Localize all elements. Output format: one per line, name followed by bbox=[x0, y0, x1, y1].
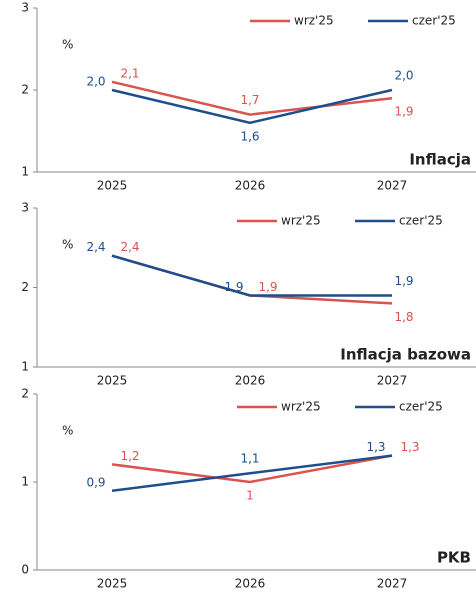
value-label: 1,3 bbox=[400, 440, 419, 454]
series-line bbox=[111, 88, 393, 125]
value-label: 1,9 bbox=[224, 280, 243, 294]
legend-label: wrz'25 bbox=[294, 14, 334, 28]
y-tick-label: 0 bbox=[21, 563, 29, 577]
value-label: 1,9 bbox=[394, 274, 413, 288]
legend-label: czer'25 bbox=[412, 14, 456, 28]
value-label: 2,4 bbox=[120, 240, 139, 254]
y-tick-label: 3 bbox=[21, 201, 29, 215]
x-tick-label: 2025 bbox=[97, 374, 128, 388]
chart-title ttl: Inflacja bbox=[409, 151, 471, 169]
unit-label: % bbox=[62, 424, 73, 438]
series-line bbox=[111, 454, 393, 493]
series-line bbox=[111, 454, 393, 484]
chart-title ttl: PKB bbox=[437, 549, 471, 567]
x-tick-label: 2027 bbox=[377, 577, 408, 591]
value-label: 2,4 bbox=[86, 240, 105, 254]
legend-label: wrz'25 bbox=[281, 214, 321, 228]
series-line bbox=[111, 254, 392, 297]
value-label: 1,3 bbox=[366, 440, 385, 454]
chart-title ttl: Inflacja bazowa bbox=[340, 346, 471, 364]
value-label: 2,0 bbox=[86, 75, 105, 89]
legend-label: czer'25 bbox=[399, 214, 443, 228]
x-tick-label: 2027 bbox=[377, 179, 408, 193]
value-label: 1,6 bbox=[240, 129, 259, 143]
value-label: 1,2 bbox=[120, 449, 139, 463]
y-tick-label: 2 bbox=[21, 83, 29, 97]
y-tick-label: 1 bbox=[21, 165, 29, 179]
unit-label: % bbox=[62, 38, 73, 52]
y-tick-label: 3 bbox=[21, 1, 29, 15]
value-label: 1,7 bbox=[240, 93, 259, 107]
value-label: 1,9 bbox=[258, 280, 277, 294]
y-tick-label: 1 bbox=[21, 475, 29, 489]
x-tick-label: 2025 bbox=[97, 577, 128, 591]
y-tick-label: 1 bbox=[21, 360, 29, 374]
value-label: 2,1 bbox=[120, 66, 139, 80]
x-tick-label: 2027 bbox=[377, 374, 408, 388]
series-line bbox=[111, 80, 393, 116]
value-label: 1,1 bbox=[240, 452, 259, 466]
legend-label: czer'25 bbox=[399, 400, 443, 414]
x-tick-label: 2025 bbox=[97, 179, 128, 193]
x-tick-label: 2026 bbox=[235, 374, 266, 388]
value-label: 1 bbox=[246, 489, 254, 503]
y-tick-label: 2 bbox=[21, 387, 29, 401]
legend-label: wrz'25 bbox=[281, 400, 321, 414]
value-label: 1,9 bbox=[394, 105, 413, 119]
value-label: 2,0 bbox=[394, 69, 413, 83]
y-tick-label: 2 bbox=[21, 280, 29, 294]
x-tick-label: 2026 bbox=[235, 577, 266, 591]
value-label: 1,8 bbox=[394, 310, 413, 324]
value-label: 0,9 bbox=[86, 475, 105, 489]
x-tick-label: 2026 bbox=[235, 179, 266, 193]
unit-label: % bbox=[62, 238, 73, 252]
